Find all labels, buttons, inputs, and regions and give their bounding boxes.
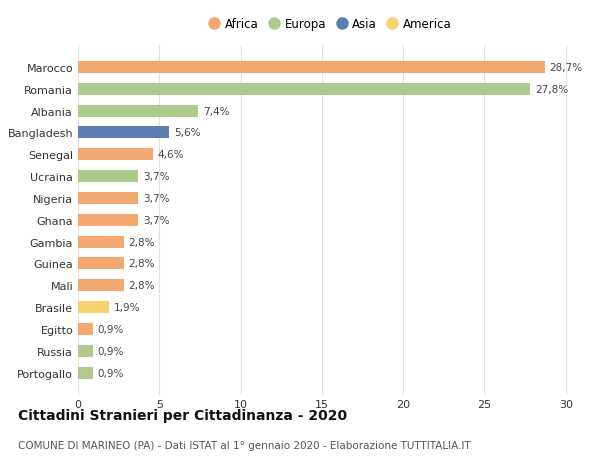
Bar <box>78 258 124 270</box>
Bar <box>78 192 138 205</box>
Text: COMUNE DI MARINEO (PA) - Dati ISTAT al 1° gennaio 2020 - Elaborazione TUTTITALIA: COMUNE DI MARINEO (PA) - Dati ISTAT al 1… <box>18 440 471 450</box>
Text: 0,9%: 0,9% <box>98 325 124 334</box>
Bar <box>78 323 92 335</box>
Text: 2,8%: 2,8% <box>128 259 155 269</box>
Text: 2,8%: 2,8% <box>128 237 155 247</box>
Text: 28,7%: 28,7% <box>550 63 583 73</box>
Bar <box>78 106 199 118</box>
Bar <box>78 127 169 139</box>
Text: 3,7%: 3,7% <box>143 215 170 225</box>
Text: 2,8%: 2,8% <box>128 281 155 291</box>
Bar <box>78 62 545 74</box>
Text: 0,9%: 0,9% <box>98 368 124 378</box>
Bar <box>78 171 138 183</box>
Bar <box>78 345 92 357</box>
Bar <box>78 149 153 161</box>
Text: 4,6%: 4,6% <box>158 150 184 160</box>
Bar <box>78 84 530 95</box>
Text: 0,9%: 0,9% <box>98 346 124 356</box>
Legend: Africa, Europa, Asia, America: Africa, Europa, Asia, America <box>203 13 457 36</box>
Text: 3,7%: 3,7% <box>143 172 170 182</box>
Text: 5,6%: 5,6% <box>174 128 200 138</box>
Bar <box>78 280 124 292</box>
Bar <box>78 214 138 226</box>
Text: 1,9%: 1,9% <box>114 302 140 313</box>
Text: 7,4%: 7,4% <box>203 106 230 116</box>
Bar <box>78 367 92 379</box>
Bar <box>78 236 124 248</box>
Text: 27,8%: 27,8% <box>535 84 568 95</box>
Text: Cittadini Stranieri per Cittadinanza - 2020: Cittadini Stranieri per Cittadinanza - 2… <box>18 409 347 422</box>
Text: 3,7%: 3,7% <box>143 194 170 203</box>
Bar <box>78 302 109 313</box>
